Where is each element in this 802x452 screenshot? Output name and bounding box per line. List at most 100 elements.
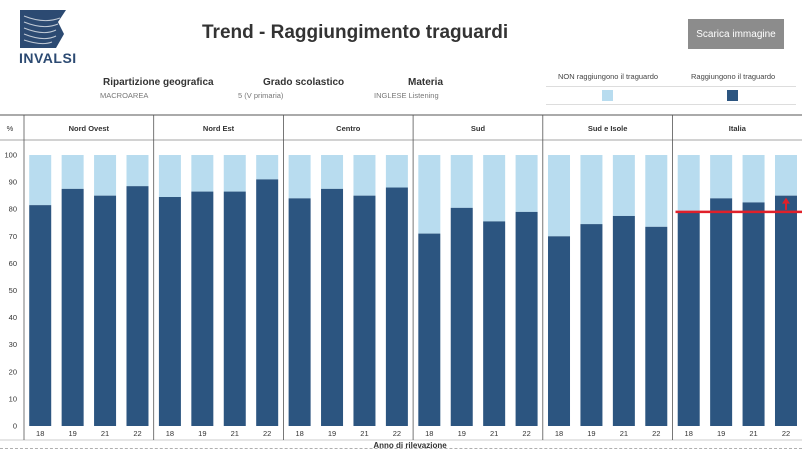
x-tick-label: 18 [555, 429, 563, 438]
y-tick-label: 60 [9, 259, 17, 268]
bar-not-reached [418, 155, 441, 234]
filter-subject-value: INGLESE Listening [374, 91, 439, 100]
y-tick-label: 30 [9, 340, 17, 349]
x-tick-label: 21 [620, 429, 628, 438]
bar-not-reached [385, 155, 408, 188]
filter-grade-label: Grado scolastico [263, 77, 345, 88]
bar-not-reached [191, 155, 214, 192]
bar-reached [94, 195, 117, 426]
x-tick-label: 19 [717, 429, 725, 438]
legend-label-not-reached: NON raggiungono il traguardo [558, 72, 659, 81]
x-tick-label: 18 [685, 429, 693, 438]
bar-reached [774, 195, 797, 426]
bar-reached [515, 211, 538, 426]
bar-reached [580, 224, 603, 426]
y-tick-label: 10 [9, 394, 17, 403]
x-tick-label: 21 [101, 429, 109, 438]
bar-reached [483, 221, 506, 426]
bar-reached [288, 198, 311, 426]
invalsi-logo [20, 10, 66, 48]
x-tick-label: 19 [587, 429, 595, 438]
y-tick-label: 20 [9, 367, 17, 376]
bar-not-reached [61, 155, 84, 189]
logo-text: INVALSI [19, 50, 77, 66]
bar-not-reached [126, 155, 149, 187]
bar-not-reached [29, 155, 52, 206]
panel-title: Sud [471, 124, 486, 133]
y-tick-label: 90 [9, 178, 17, 187]
x-tick-label: 18 [36, 429, 44, 438]
bar-not-reached [612, 155, 635, 216]
x-tick-label: 19 [198, 429, 206, 438]
bar-reached [256, 179, 279, 426]
x-tick-label: 21 [490, 429, 498, 438]
bar-reached [677, 211, 700, 426]
bar-not-reached [710, 155, 733, 199]
bar-reached [418, 233, 441, 426]
x-tick-label: 19 [458, 429, 466, 438]
x-tick-label: 18 [425, 429, 433, 438]
x-tick-label: 22 [393, 429, 401, 438]
legend-swatch-reached [727, 90, 738, 101]
bar-reached [353, 195, 376, 426]
filter-grade[interactable]: Grado scolastico 5 (V primaria) [238, 77, 345, 100]
x-tick-label: 22 [782, 429, 790, 438]
y-tick-label: 70 [9, 232, 17, 241]
bar-not-reached [321, 155, 344, 189]
bottom-divider [0, 448, 802, 449]
bar-not-reached [580, 155, 603, 225]
download-image-button[interactable]: Scarica immagine [688, 19, 784, 49]
x-tick-label: 19 [68, 429, 76, 438]
filter-subject-label: Materia [408, 77, 444, 88]
bar-reached [612, 215, 635, 426]
filter-geographic[interactable]: Ripartizione geografica MACROAREA [100, 77, 214, 100]
bar-reached [710, 198, 733, 426]
x-tick-label: 18 [295, 429, 303, 438]
filter-grade-value: 5 (V primaria) [238, 91, 284, 100]
panel-title: Nord Est [203, 124, 235, 133]
panel-title: Centro [336, 124, 361, 133]
bar-reached [450, 207, 473, 426]
panel-title: Italia [729, 124, 747, 133]
bar-reached [548, 236, 571, 426]
panel-title: Nord Ovest [69, 124, 110, 133]
bar-not-reached [677, 155, 700, 212]
bar-reached [321, 188, 344, 426]
bar-reached [385, 187, 408, 426]
y-tick-label: 80 [9, 205, 17, 214]
panel-title: Sud e Isole [588, 124, 628, 133]
bar-reached [61, 188, 84, 426]
x-tick-label: 22 [133, 429, 141, 438]
x-tick-label: 21 [749, 429, 757, 438]
legend-label-reached: Raggiungono il traguardo [691, 72, 776, 81]
annotation-arrow-head [781, 197, 790, 204]
bar-reached [29, 205, 52, 426]
x-axis-label: Anno di rilevazione [373, 441, 447, 450]
bar-not-reached [353, 155, 376, 196]
filter-subject[interactable]: Materia INGLESE Listening [374, 77, 444, 100]
bar-not-reached [223, 155, 246, 192]
bar-reached [645, 226, 668, 426]
bar-not-reached [288, 155, 311, 199]
bar-reached [158, 197, 181, 426]
y-tick-label: 40 [9, 313, 17, 322]
x-tick-label: 22 [522, 429, 530, 438]
bar-reached [126, 186, 149, 426]
x-tick-label: 21 [231, 429, 239, 438]
x-tick-label: 22 [652, 429, 660, 438]
x-tick-label: 21 [360, 429, 368, 438]
bar-not-reached [94, 155, 117, 196]
bar-reached [742, 202, 765, 426]
bar-not-reached [645, 155, 668, 227]
page-title: Trend - Raggiungimento traguardi [202, 22, 509, 43]
x-tick-label: 19 [328, 429, 336, 438]
x-tick-label: 22 [263, 429, 271, 438]
y-tick-label: 0 [13, 422, 17, 431]
y-tick-label: 50 [9, 286, 17, 295]
bar-not-reached [450, 155, 473, 208]
legend-swatch-not-reached [602, 90, 613, 101]
bar-reached [191, 191, 214, 426]
filter-geographic-label: Ripartizione geografica [103, 77, 214, 88]
legend-divider [546, 104, 796, 105]
